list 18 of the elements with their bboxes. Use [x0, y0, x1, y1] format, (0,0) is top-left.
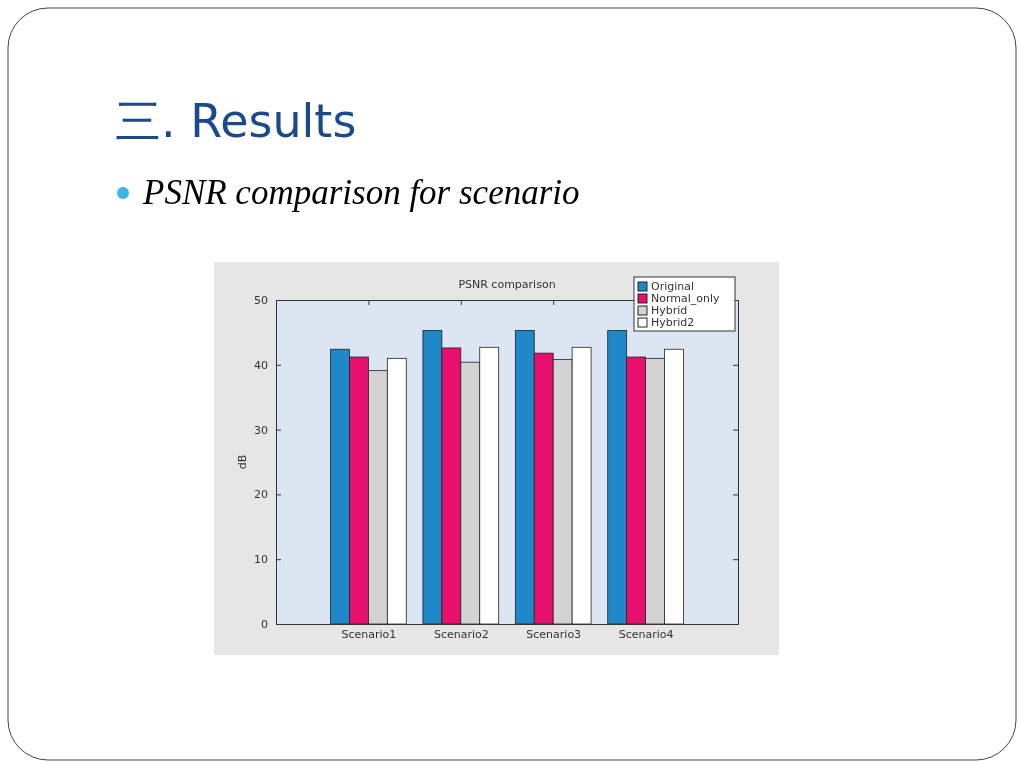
y-tick-label: 40	[254, 358, 268, 372]
x-tick-label: Scenario4	[618, 627, 674, 641]
text: 三. Results	[115, 94, 357, 148]
text: PSNR comparison for scenario	[142, 173, 580, 212]
chart-title: PSNR comparison	[458, 278, 556, 291]
x-tick-label: Scenario3	[526, 627, 582, 641]
y-tick-label: 10	[254, 553, 268, 567]
legend-label: Hybrid	[651, 304, 688, 317]
legend-label: Hybrid2	[651, 316, 695, 329]
y-tick-label: 30	[254, 423, 268, 437]
legend-label: Normal_only	[651, 292, 721, 305]
y-axis-title: dB	[236, 454, 249, 470]
x-tick-label: Scenario2	[433, 627, 489, 641]
y-tick-label: 50	[254, 294, 268, 308]
x-tick-label: Scenario1	[341, 627, 397, 641]
y-tick-label: 20	[254, 488, 268, 502]
legend-label: Original	[651, 280, 695, 293]
y-tick-label: 0	[261, 618, 268, 632]
